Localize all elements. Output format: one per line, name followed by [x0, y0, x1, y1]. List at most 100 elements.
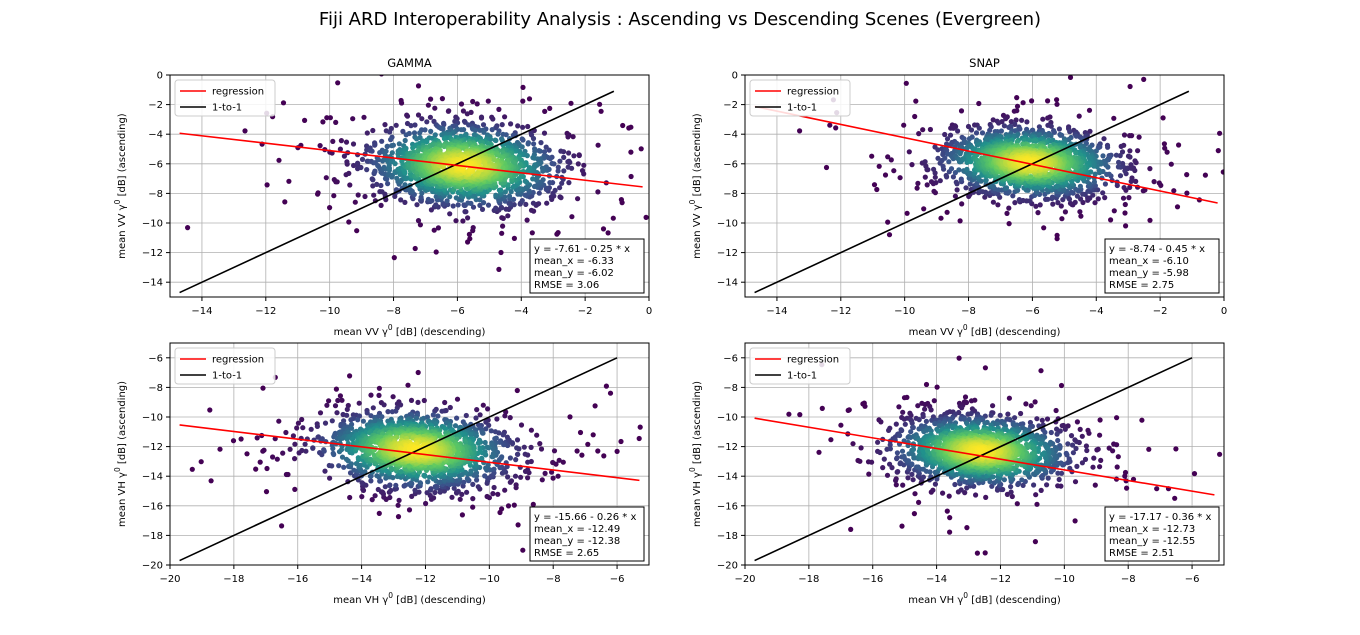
data-point	[433, 249, 439, 255]
data-point	[508, 478, 515, 484]
data-point	[336, 463, 342, 469]
data-point	[520, 124, 526, 130]
data-point	[1077, 209, 1083, 215]
one-to-one-line	[179, 90, 615, 294]
data-point	[1127, 83, 1133, 90]
data-point	[430, 412, 436, 418]
data-point	[470, 204, 477, 210]
data-point	[526, 96, 533, 102]
data-point	[1127, 184, 1133, 190]
data-point	[260, 385, 266, 391]
data-point	[597, 101, 603, 107]
data-point	[490, 491, 496, 497]
data-point	[383, 148, 389, 154]
data-point	[577, 429, 584, 436]
data-point	[423, 500, 429, 507]
data-point	[522, 451, 528, 457]
data-point	[499, 122, 505, 128]
data-point	[402, 199, 408, 205]
data-point	[398, 469, 404, 475]
data-point	[415, 218, 422, 224]
data-point	[459, 491, 465, 497]
stats-line: RMSE = 3.06	[534, 280, 599, 291]
data-point	[947, 132, 954, 138]
data-point	[1247, 122, 1252, 127]
data-point	[347, 182, 353, 188]
data-point	[541, 149, 548, 155]
data-point	[484, 493, 490, 500]
data-point	[500, 131, 506, 137]
data-point	[1147, 166, 1153, 172]
data-point	[575, 161, 581, 167]
data-point	[479, 206, 486, 212]
data-point	[570, 134, 576, 140]
data-point	[1116, 159, 1122, 165]
data-point	[512, 473, 519, 479]
data-point	[374, 473, 380, 479]
data-point	[442, 426, 449, 432]
data-point	[523, 201, 529, 207]
data-point	[280, 100, 287, 106]
data-point	[1147, 217, 1153, 223]
data-point	[447, 194, 453, 200]
data-point	[421, 397, 427, 404]
data-point	[885, 219, 891, 225]
data-point	[322, 468, 328, 474]
data-point	[519, 198, 525, 204]
data-point	[1012, 200, 1018, 206]
data-point	[643, 214, 649, 220]
data-point	[347, 494, 353, 501]
data-point	[492, 429, 498, 435]
data-point	[396, 497, 402, 503]
data-point	[628, 173, 634, 180]
data-point	[375, 157, 382, 163]
data-point	[242, 128, 248, 134]
data-point	[441, 136, 447, 142]
data-point	[488, 136, 494, 142]
data-point	[528, 43, 533, 48]
y-tick-label: −10	[142, 219, 163, 230]
data-point	[326, 398, 332, 404]
data-point	[959, 201, 965, 207]
data-point	[511, 183, 517, 189]
data-point	[382, 484, 388, 490]
data-point	[389, 150, 395, 156]
data-point	[458, 101, 465, 107]
data-point	[452, 423, 459, 429]
data-point	[495, 131, 501, 137]
data-point	[482, 473, 488, 479]
data-point	[560, 459, 566, 465]
data-point	[485, 98, 491, 104]
data-point	[628, 149, 634, 155]
data-point	[414, 202, 420, 208]
data-point	[350, 116, 356, 122]
data-point	[292, 486, 298, 492]
data-point	[335, 80, 341, 86]
data-point	[495, 491, 501, 497]
data-point	[470, 481, 476, 487]
data-point	[382, 122, 388, 128]
data-point	[1105, 144, 1111, 150]
data-point	[276, 157, 282, 163]
data-point	[530, 501, 536, 507]
data-point	[1014, 103, 1021, 109]
data-point	[954, 187, 960, 193]
data-point	[511, 502, 517, 508]
data-point	[956, 167, 962, 173]
data-point	[364, 130, 370, 136]
data-point	[392, 193, 398, 199]
data-point	[348, 425, 355, 431]
data-point	[541, 130, 548, 136]
data-point	[428, 96, 434, 102]
data-point	[525, 123, 531, 130]
data-point	[337, 393, 343, 399]
data-point	[417, 480, 423, 486]
data-point	[1040, 116, 1046, 122]
data-point	[585, 441, 591, 447]
data-point	[355, 192, 361, 198]
data-point	[614, 448, 620, 454]
data-point	[525, 141, 531, 147]
data-point	[522, 468, 529, 474]
data-point	[285, 471, 291, 478]
